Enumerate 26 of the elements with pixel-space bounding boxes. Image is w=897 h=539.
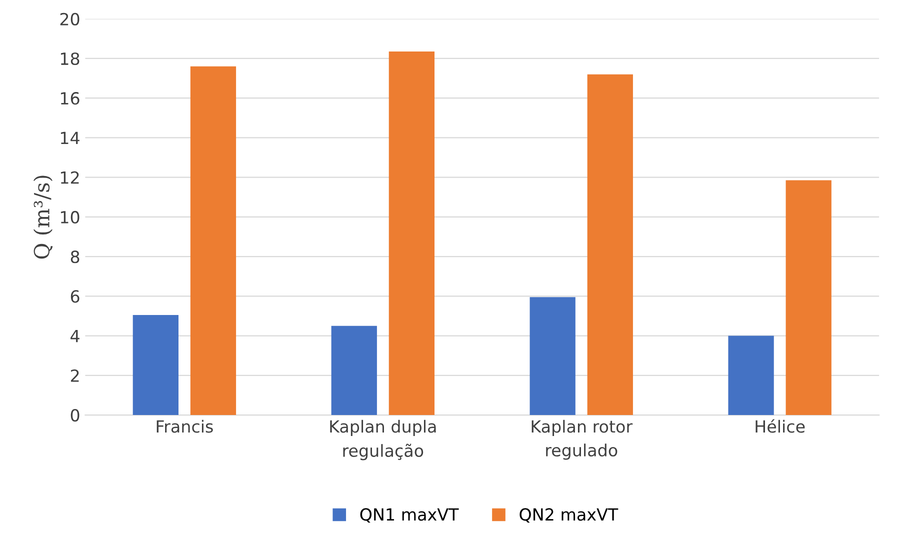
y-tick-label: 2: [70, 369, 79, 382]
y-tick-label: 6: [70, 290, 80, 303]
bar: [331, 326, 377, 416]
x-tick-label: Kaplan dupla regulação: [330, 420, 436, 460]
y-tick-label: 14: [60, 132, 80, 144]
y-tick-label: 0: [70, 408, 80, 422]
y-tick-label: 12: [60, 171, 79, 184]
bar: [132, 315, 178, 416]
y-tick-label: 16: [60, 92, 80, 105]
y-tick-label: 4: [70, 330, 80, 342]
x-tick-label: Hélice: [756, 419, 805, 433]
x-tick-label: Kaplan rotor regulado: [532, 420, 633, 460]
bar: [786, 180, 832, 416]
x-tick-label: Francis: [156, 420, 213, 433]
legend-label: QN2 maxVT: [520, 508, 618, 523]
y-tick-label: 18: [60, 52, 80, 66]
bar: [190, 66, 236, 416]
y-tick-label: 8: [70, 250, 80, 264]
y-axis-title: Q (m³/s): [33, 176, 53, 259]
legend-label: QN1 maxVT: [360, 508, 459, 523]
bar: [530, 297, 576, 416]
y-tick-label: 20: [60, 12, 80, 26]
bar: [587, 74, 633, 416]
bar: [388, 52, 435, 416]
y-tick-label: 10: [60, 210, 80, 224]
bar: [728, 336, 774, 416]
